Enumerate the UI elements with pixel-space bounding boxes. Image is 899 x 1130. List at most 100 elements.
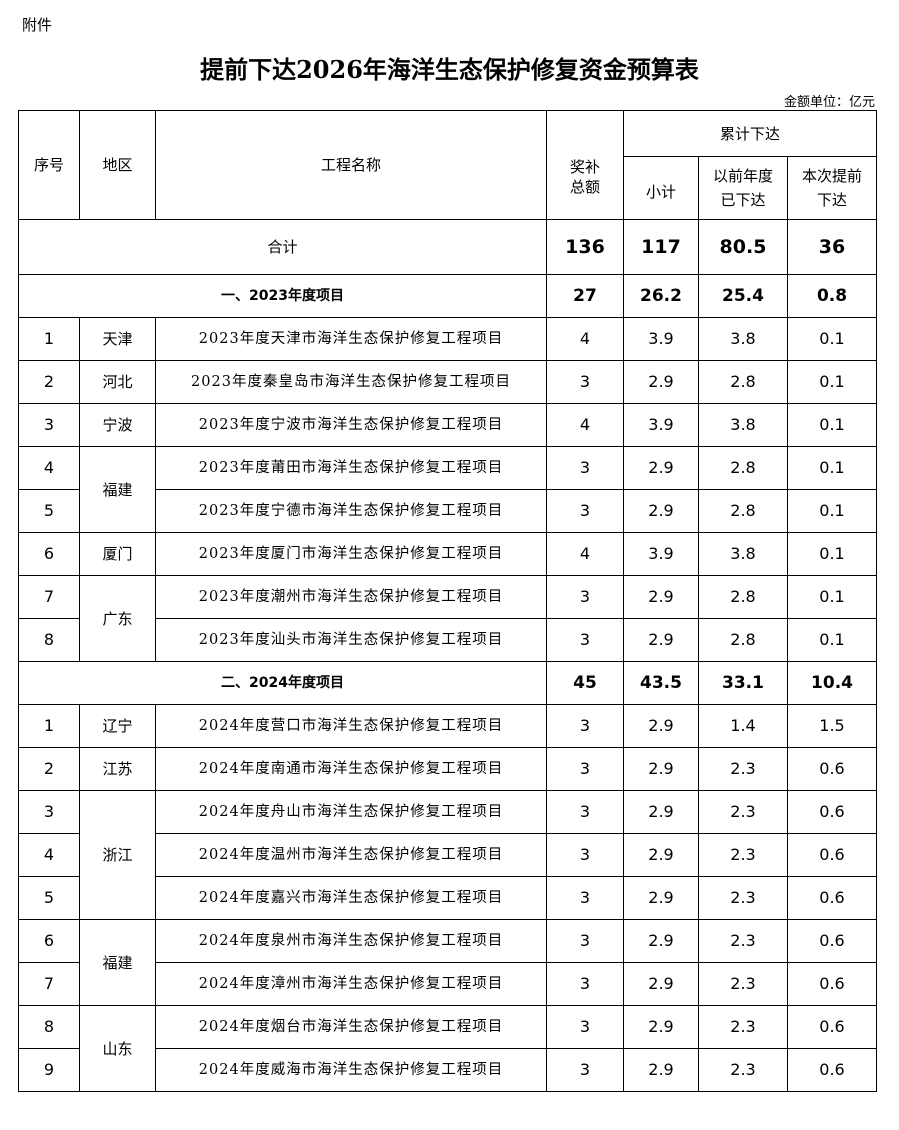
row-total: 3 [546,446,624,490]
table-row: 5 2024年度嘉兴市海洋生态保护修复工程项目 3 2.9 2.3 0.6 [18,876,878,920]
row-previous: 2.3 [698,919,788,963]
row-total: 3 [546,489,624,533]
table-row: 1 天津 2023年度天津市海洋生态保护修复工程项目 4 3.9 3.8 0.1 [18,317,878,361]
row-subtotal: 2.9 [623,962,699,1006]
row-seq: 1 [18,317,80,361]
row-previous: 3.8 [698,532,788,576]
row-current: 0.6 [786,747,878,791]
row-project: 2023年度汕头市海洋生态保护修复工程项目 [155,618,547,662]
row-subtotal: 3.9 [623,403,699,447]
row-current: 0.1 [786,575,878,619]
row-current: 0.6 [786,790,878,834]
row-subtotal: 2.9 [623,747,699,791]
row-project: 2023年度莆田市海洋生态保护修复工程项目 [155,446,547,490]
row-subtotal: 2.9 [623,618,699,662]
row-previous: 2.3 [698,876,788,920]
row-region: 福建 [79,446,156,533]
row-subtotal: 3.9 [623,317,699,361]
row-project: 2024年度嘉兴市海洋生态保护修复工程项目 [155,876,547,920]
header-total: 奖补 总额 [546,110,624,220]
row-subtotal: 2.9 [623,360,699,404]
section-subtotal: 26.2 [623,274,699,318]
row-previous: 3.8 [698,403,788,447]
row-total: 3 [546,747,624,791]
section-current: 10.4 [786,661,878,705]
row-seq: 8 [18,1005,80,1049]
row-project: 2023年度厦门市海洋生态保护修复工程项目 [155,532,547,576]
row-seq: 7 [18,962,80,1006]
row-project: 2024年度烟台市海洋生态保护修复工程项目 [155,1005,547,1049]
row-project: 2023年度秦皇岛市海洋生态保护修复工程项目 [155,360,547,404]
row-current: 0.1 [786,317,878,361]
row-project: 2023年度宁波市海洋生态保护修复工程项目 [155,403,547,447]
row-total: 4 [546,403,624,447]
header-current: 本次提前 下达 [786,156,878,220]
row-seq: 8 [18,618,80,662]
row-total: 3 [546,1048,624,1092]
row-project: 2023年度天津市海洋生态保护修复工程项目 [155,317,547,361]
row-previous: 2.3 [698,1048,788,1092]
row-current: 0.6 [786,1005,878,1049]
table-row: 2 河北 2023年度秦皇岛市海洋生态保护修复工程项目 3 2.9 2.8 0.1 [18,360,878,404]
row-current: 0.6 [786,1048,878,1092]
row-seq: 6 [18,532,80,576]
row-current: 0.1 [786,532,878,576]
row-total: 3 [546,1005,624,1049]
table-row: 4 福建 2023年度莆田市海洋生态保护修复工程项目 3 2.9 2.8 0.1 [18,446,878,533]
table-row: 7 2024年度漳州市海洋生态保护修复工程项目 3 2.9 2.3 0.6 [18,962,878,1006]
header-seq: 序号 [18,110,80,220]
row-seq: 5 [18,876,80,920]
row-current: 0.6 [786,962,878,1006]
row-region: 山东 [79,1005,156,1092]
row-seq: 3 [18,403,80,447]
table-row: 9 2024年度威海市海洋生态保护修复工程项目 3 2.9 2.3 0.6 [18,1048,878,1092]
row-project: 2024年度漳州市海洋生态保护修复工程项目 [155,962,547,1006]
row-region: 宁波 [79,403,156,447]
section-total: 45 [546,661,624,705]
row-project: 2023年度潮州市海洋生态保护修复工程项目 [155,575,547,619]
row-region: 辽宁 [79,704,156,748]
grand-total-row: 合计 136 117 80.5 36 [18,219,878,275]
row-current: 0.1 [786,446,878,490]
row-subtotal: 2.9 [623,1005,699,1049]
row-seq: 7 [18,575,80,619]
row-total: 4 [546,532,624,576]
row-current: 1.5 [786,704,878,748]
header-previous: 以前年度 已下达 [698,156,788,220]
row-subtotal: 2.9 [623,489,699,533]
page-title: 提前下达2026年海洋生态保护修复资金预算表 [200,55,699,84]
row-project: 2024年度舟山市海洋生态保护修复工程项目 [155,790,547,834]
row-subtotal: 2.9 [623,876,699,920]
budget-table: 序号 地区 工程名称 奖补 总额 累计下达 小计 以前年度 已下达 本次提前 下… [18,110,878,1092]
row-total: 3 [546,833,624,877]
row-seq: 4 [18,446,80,490]
row-seq: 2 [18,747,80,791]
row-region: 厦门 [79,532,156,576]
row-subtotal: 2.9 [623,446,699,490]
table-row: 3 宁波 2023年度宁波市海洋生态保护修复工程项目 4 3.9 3.8 0.1 [18,403,878,447]
table-row: 1 辽宁 2024年度营口市海洋生态保护修复工程项目 3 2.9 1.4 1.5 [18,704,878,748]
row-total: 3 [546,962,624,1006]
row-current: 0.6 [786,876,878,920]
section-subtotal: 43.5 [623,661,699,705]
row-project: 2024年度营口市海洋生态保护修复工程项目 [155,704,547,748]
row-region: 天津 [79,317,156,361]
row-region: 福建 [79,919,156,1006]
row-current: 0.1 [786,360,878,404]
row-previous: 2.3 [698,1005,788,1049]
row-previous: 1.4 [698,704,788,748]
row-seq: 9 [18,1048,80,1092]
table-row: 6 福建 2024年度泉州市海洋生态保护修复工程项目 3 2.9 2.3 0.6 [18,919,878,1006]
table-row: 6 厦门 2023年度厦门市海洋生态保护修复工程项目 4 3.9 3.8 0.1 [18,532,878,576]
row-region: 浙江 [79,790,156,920]
row-subtotal: 3.9 [623,532,699,576]
grand-total-total: 136 [546,219,624,275]
row-subtotal: 2.9 [623,704,699,748]
row-region: 广东 [79,575,156,662]
table-row: 3 浙江 2024年度舟山市海洋生态保护修复工程项目 3 2.9 2.3 0.6 [18,790,878,920]
row-seq: 3 [18,790,80,834]
row-seq: 6 [18,919,80,963]
row-total: 3 [546,360,624,404]
header-cumulative: 累计下达 [622,110,878,157]
grand-total-label: 合计 [18,219,547,275]
